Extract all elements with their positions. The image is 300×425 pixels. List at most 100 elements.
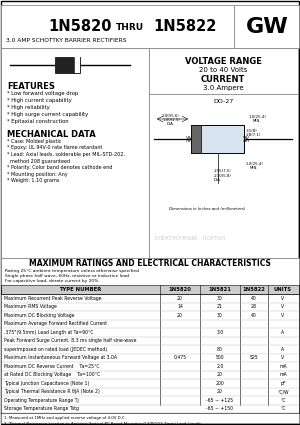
Text: 1.0(25.4): 1.0(25.4) xyxy=(248,115,266,119)
Text: .375"(9.5mm) Lead Length at Ta=90°C: .375"(9.5mm) Lead Length at Ta=90°C xyxy=(4,330,94,335)
Text: 1N5822: 1N5822 xyxy=(243,287,266,292)
Bar xyxy=(1,48,149,258)
Text: .28(7.1): .28(7.1) xyxy=(246,133,262,137)
Bar xyxy=(191,125,244,153)
Text: 1. Measured at 1MHz and applied reverse voltage of 4.0V D.C.: 1. Measured at 1MHz and applied reverse … xyxy=(4,416,126,420)
Text: at Rated DC Blocking Voltage    Ta=100°C: at Rated DC Blocking Voltage Ta=100°C xyxy=(4,372,100,377)
Text: * Low forward voltage drop: * Low forward voltage drop xyxy=(7,91,78,96)
Text: 525: 525 xyxy=(250,355,258,360)
Text: 1N5820: 1N5820 xyxy=(169,287,191,292)
Text: * Epitaxial construction: * Epitaxial construction xyxy=(7,119,69,124)
Text: 2.0: 2.0 xyxy=(216,364,224,369)
Bar xyxy=(1,294,299,303)
Text: UNITS: UNITS xyxy=(274,287,292,292)
Text: FEATURES: FEATURES xyxy=(7,82,55,91)
Bar xyxy=(1,371,299,379)
Text: 14: 14 xyxy=(177,304,183,309)
Text: 1.00(2.5): 1.00(2.5) xyxy=(162,118,180,122)
Bar xyxy=(1,320,299,328)
Text: * High surge current capability: * High surge current capability xyxy=(7,112,88,117)
Text: Typical Thermal Resistance R θJA (Note 2): Typical Thermal Resistance R θJA (Note 2… xyxy=(4,389,100,394)
Text: method 208 guaranteed: method 208 guaranteed xyxy=(7,159,70,164)
Text: MAXIMUM RATINGS AND ELECTRICAL CHARACTERISTICS: MAXIMUM RATINGS AND ELECTRICAL CHARACTER… xyxy=(29,260,271,269)
Bar xyxy=(1,328,299,337)
Text: Single phase half wave, 60Hz, resistive or inductive load: Single phase half wave, 60Hz, resistive … xyxy=(5,274,129,278)
Text: Maximum RMS Voltage: Maximum RMS Voltage xyxy=(4,304,57,309)
Text: 200: 200 xyxy=(216,381,224,386)
Text: 2.00(5.6): 2.00(5.6) xyxy=(162,114,180,118)
Text: Maximum DC Blocking Voltage: Maximum DC Blocking Voltage xyxy=(4,313,74,318)
Text: TYPE NUMBER: TYPE NUMBER xyxy=(59,287,101,292)
Text: For capacitive load, derate current by 20%.: For capacitive load, derate current by 2… xyxy=(5,279,100,283)
Text: 28: 28 xyxy=(251,304,257,309)
Text: 20: 20 xyxy=(217,372,223,377)
Bar xyxy=(1,354,299,362)
Text: 1.0(25.4): 1.0(25.4) xyxy=(245,162,263,166)
Text: CURRENT: CURRENT xyxy=(201,74,245,83)
Text: * Polarity: Color band denotes cathode end: * Polarity: Color band denotes cathode e… xyxy=(7,165,112,170)
Text: 3.0: 3.0 xyxy=(216,330,224,335)
Text: 80: 80 xyxy=(217,347,223,352)
Bar xyxy=(1,388,299,396)
Text: .31(8): .31(8) xyxy=(246,129,258,133)
Text: DIA.: DIA. xyxy=(167,122,175,126)
Text: * High reliability: * High reliability xyxy=(7,105,50,110)
Text: mA: mA xyxy=(279,372,287,377)
Text: 3.0 AMP SCHOTTKY BARRIER RECTIFIERS: 3.0 AMP SCHOTTKY BARRIER RECTIFIERS xyxy=(6,37,127,42)
Bar xyxy=(234,5,299,48)
Bar xyxy=(1,311,299,320)
Text: V: V xyxy=(281,304,285,309)
Bar xyxy=(55,57,80,73)
Text: mA: mA xyxy=(279,364,287,369)
Text: 20 to 40 Volts: 20 to 40 Volts xyxy=(199,67,247,73)
Text: V: V xyxy=(281,296,285,301)
Text: 30: 30 xyxy=(217,296,223,301)
Text: 3.0 Ampere: 3.0 Ampere xyxy=(203,85,243,91)
Text: -65 ~ +150: -65 ~ +150 xyxy=(206,406,233,411)
Text: Peak Forward Surge Current, 8.3 ms single half sine-wave: Peak Forward Surge Current, 8.3 ms singl… xyxy=(4,338,136,343)
Text: MIN.: MIN. xyxy=(250,166,258,170)
Text: * Mounting position: Any: * Mounting position: Any xyxy=(7,172,68,176)
Text: 40: 40 xyxy=(251,313,257,318)
Bar xyxy=(149,48,298,258)
Text: 0.475: 0.475 xyxy=(173,355,187,360)
Bar xyxy=(1,362,299,371)
Bar xyxy=(1,303,299,311)
Text: * Weight: 1.10 grams: * Weight: 1.10 grams xyxy=(7,178,59,183)
Text: .230(5.8): .230(5.8) xyxy=(214,174,232,178)
Text: * Lead: Axial leads, solderable per MIL-STD-202,: * Lead: Axial leads, solderable per MIL-… xyxy=(7,152,125,157)
Text: Storage Temperature Range Tstg: Storage Temperature Range Tstg xyxy=(4,406,79,411)
Text: ЭЛЕКТРОННЫЙ   ПОРТАЛ: ЭЛЕКТРОННЫЙ ПОРТАЛ xyxy=(154,235,225,241)
Text: pF: pF xyxy=(280,381,286,386)
Text: Typical Junction Capacitance (Note 1): Typical Junction Capacitance (Note 1) xyxy=(4,381,89,386)
Text: V: V xyxy=(281,313,285,318)
Text: V: V xyxy=(281,355,285,360)
Bar xyxy=(1,345,299,354)
Bar xyxy=(191,125,201,153)
Bar xyxy=(1,5,234,48)
Text: MECHANICAL DATA: MECHANICAL DATA xyxy=(7,130,96,139)
Text: 20: 20 xyxy=(217,389,223,394)
Text: °C: °C xyxy=(280,406,286,411)
Text: 1N5822: 1N5822 xyxy=(153,19,217,34)
Text: GW: GW xyxy=(246,17,288,37)
Text: 1N5820: 1N5820 xyxy=(48,19,112,34)
Text: superimposed on rated load (JEDEC method): superimposed on rated load (JEDEC method… xyxy=(4,347,107,352)
Text: 20: 20 xyxy=(177,313,183,318)
Text: 2. Thermal Resistance Junction to Ambient Vertical PC Board Mounting 0.375"(12.7: 2. Thermal Resistance Junction to Ambien… xyxy=(4,422,201,425)
Bar xyxy=(1,405,299,413)
Text: 30: 30 xyxy=(217,313,223,318)
Text: Rating 25°C ambient temperature unless otherwise specified: Rating 25°C ambient temperature unless o… xyxy=(5,269,139,273)
Text: DIA.: DIA. xyxy=(214,178,222,182)
Text: Maximum Recurrent Peak Reverse Voltage: Maximum Recurrent Peak Reverse Voltage xyxy=(4,296,101,301)
Text: Maximum DC Reverse Current    Ta=25°C: Maximum DC Reverse Current Ta=25°C xyxy=(4,364,100,369)
Text: * Case: Molded plastic: * Case: Molded plastic xyxy=(7,139,62,144)
Text: 40: 40 xyxy=(251,296,257,301)
Text: -65 ~ +125: -65 ~ +125 xyxy=(206,398,234,403)
Text: 500: 500 xyxy=(216,355,224,360)
Text: * Epoxy: UL 94V-0 rate flame retardant: * Epoxy: UL 94V-0 rate flame retardant xyxy=(7,145,102,150)
Text: 20: 20 xyxy=(177,296,183,301)
Text: °C: °C xyxy=(280,398,286,403)
Text: °C/W: °C/W xyxy=(277,389,289,394)
Text: Maximum Instantaneous Forward Voltage at 3.0A: Maximum Instantaneous Forward Voltage at… xyxy=(4,355,117,360)
